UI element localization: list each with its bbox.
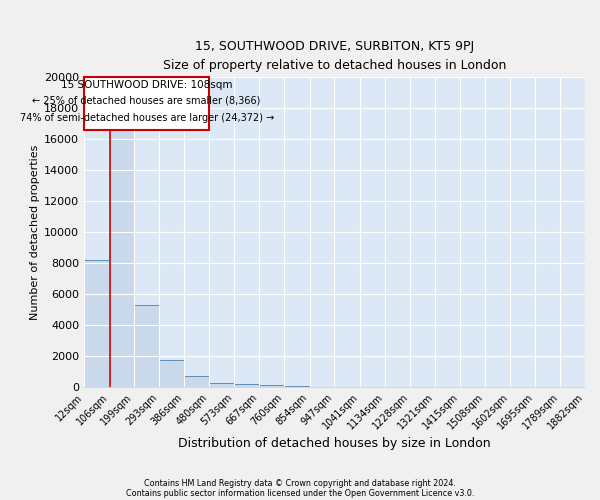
Text: 74% of semi-detached houses are larger (24,372) →: 74% of semi-detached houses are larger (… [20,112,274,122]
Bar [134,305,159,388]
Bar [310,386,334,388]
Text: Contains public sector information licensed under the Open Government Licence v3: Contains public sector information licen… [126,488,474,498]
Bar [234,384,259,388]
Bar [184,376,209,388]
Text: ← 25% of detached houses are smaller (8,366): ← 25% of detached houses are smaller (8,… [32,96,261,106]
Y-axis label: Number of detached properties: Number of detached properties [30,144,40,320]
Bar [284,386,310,388]
Bar [109,130,134,388]
X-axis label: Distribution of detached houses by size in London: Distribution of detached houses by size … [178,437,491,450]
Bar [84,260,109,388]
Bar [159,360,184,388]
Title: 15, SOUTHWOOD DRIVE, SURBITON, KT5 9PJ
Size of property relative to detached hou: 15, SOUTHWOOD DRIVE, SURBITON, KT5 9PJ S… [163,40,506,72]
Bar [209,384,234,388]
Bar [84,78,209,130]
Text: Contains HM Land Registry data © Crown copyright and database right 2024.: Contains HM Land Registry data © Crown c… [144,478,456,488]
Text: 15 SOUTHWOOD DRIVE: 108sqm: 15 SOUTHWOOD DRIVE: 108sqm [61,80,232,90]
Bar [259,385,284,388]
